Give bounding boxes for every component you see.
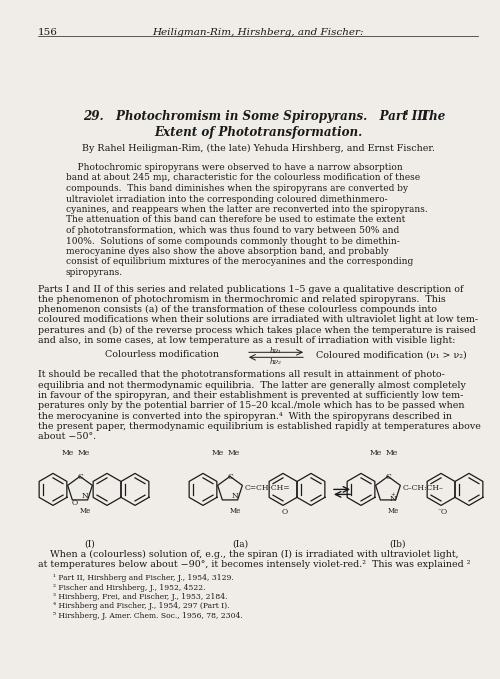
Text: Me: Me: [62, 449, 74, 458]
Text: The: The: [412, 110, 446, 123]
Text: equilibria and not thermodynamic equilibria.  The latter are generally almost co: equilibria and not thermodynamic equilib…: [38, 381, 466, 390]
Text: hν₂: hν₂: [270, 359, 282, 366]
Text: (Ia): (Ia): [232, 539, 248, 549]
Text: The attenuation of this band can therefore be used to estimate the extent: The attenuation of this band can therefo…: [66, 215, 406, 225]
Text: 1: 1: [403, 109, 408, 117]
Text: Me: Me: [370, 449, 382, 458]
Text: ² Fischer and Hirshberg, ​J., 1952, 4522.: ² Fischer and Hirshberg, ​J., 1952, 4522…: [53, 583, 206, 591]
Text: at temperatures below about −90°, it becomes intensely violet-red.²  This was ex: at temperatures below about −90°, it bec…: [38, 559, 470, 569]
Text: band at about 245 mμ, characteristic for the colourless modification of these: band at about 245 mμ, characteristic for…: [66, 174, 420, 183]
Text: merocyanine dyes also show the above absorption band, and probably: merocyanine dyes also show the above abs…: [66, 247, 389, 256]
Text: O: O: [72, 499, 78, 507]
Text: C–CH:CH–: C–CH:CH–: [403, 484, 444, 492]
Text: ¹ Part II, Hirshberg and Fischer, ​J., 1954, 3129.: ¹ Part II, Hirshberg and Fischer, ​J., 1…: [53, 574, 234, 582]
Text: C: C: [77, 473, 83, 481]
Text: ⁵ Hirshberg, ​J. Amer. Chem. Soc., 1956, 78, 2304.: ⁵ Hirshberg, ​J. Amer. Chem. Soc., 1956,…: [53, 612, 243, 620]
Text: Me: Me: [212, 449, 224, 458]
Text: about −50°.: about −50°.: [38, 432, 96, 441]
Text: hν₁: hν₁: [270, 347, 282, 355]
Text: and also, in some cases, at low temperature as a result of irradiation with visi: and also, in some cases, at low temperat…: [38, 336, 456, 345]
Text: Heiligman-Rim, Hirshberg, and Fischer:: Heiligman-Rim, Hirshberg, and Fischer:: [152, 28, 364, 37]
Text: C: C: [227, 473, 233, 481]
Text: Parts I and II of this series and related publications 1–5 gave a qualitative de: Parts I and II of this series and relate…: [38, 285, 464, 293]
Text: the merocyanine is converted into the spiropyran.⁴  With the spiropyrans describ: the merocyanine is converted into the sp…: [38, 411, 452, 420]
Text: ³ Hirshberg, Frei, and Fischer, ​J., 1953, 2184.: ³ Hirshberg, Frei, and Fischer, ​J., 195…: [53, 593, 228, 601]
Text: Extent of Phototransformation.: Extent of Phototransformation.: [154, 126, 362, 139]
Text: Me: Me: [230, 507, 240, 515]
Text: By Rahel Heiligman-Rim, (the late) Yehuda Hirshberg, and Ernst Fischer.: By Rahel Heiligman-Rim, (the late) Yehud…: [82, 144, 434, 153]
Text: It should be recalled that the phototransformations all result in attainment of : It should be recalled that the phototran…: [38, 370, 445, 380]
Text: coloured modifications when their solutions are irradiated with ultraviolet ligh: coloured modifications when their soluti…: [38, 316, 478, 325]
Text: 29.   Photochromism in Some Spiropyrans.   Part III.: 29. Photochromism in Some Spiropyrans. P…: [84, 110, 432, 123]
Text: N: N: [390, 496, 396, 503]
Text: C=CH·CH=: C=CH·CH=: [245, 484, 290, 492]
Text: Me: Me: [228, 449, 240, 458]
Text: N: N: [232, 492, 238, 500]
Text: (Ib): (Ib): [390, 539, 406, 549]
Text: Photochromic spiropyrans were observed to have a narrow absorption: Photochromic spiropyrans were observed t…: [66, 163, 403, 172]
Text: compounds.  This band diminishes when the spiropyrans are converted by: compounds. This band diminishes when the…: [66, 184, 408, 193]
Text: consist of equilibrium mixtures of the merocyanines and the corresponding: consist of equilibrium mixtures of the m…: [66, 257, 413, 266]
Text: peratures only by the potential barrier of 15–20 kcal./mole which has to be pass: peratures only by the potential barrier …: [38, 401, 465, 410]
Text: When a (colourless) solution of, ​e.g., the spiran (I) is irradiated with ultrav: When a (colourless) solution of, ​e.g., …: [38, 549, 459, 559]
Text: the phenomenon of photochromism in thermochromic and related spiropyrans.  This: the phenomenon of photochromism in therm…: [38, 295, 446, 304]
Text: spiropyrans.: spiropyrans.: [66, 268, 123, 277]
Text: ultraviolet irradiation into the corresponding coloured dimethinmero-: ultraviolet irradiation into the corresp…: [66, 194, 388, 204]
Text: 100%.  Solutions of some compounds commonly thought to be dimethin-: 100%. Solutions of some compounds common…: [66, 236, 400, 246]
Text: in favour of the spiropyran, and their establishment is prevented at sufficientl: in favour of the spiropyran, and their e…: [38, 391, 464, 400]
Text: 156: 156: [38, 28, 58, 37]
Text: +: +: [390, 492, 396, 498]
Text: phenomenon consists (a) of the transformation of these colourless compounds into: phenomenon consists (a) of the transform…: [38, 305, 437, 314]
Text: of phototransformation, which was thus found to vary between 50% and: of phototransformation, which was thus f…: [66, 226, 399, 235]
Text: peratures and (b) of the reverse process which takes place when the temperature : peratures and (b) of the reverse process…: [38, 326, 476, 335]
Text: cyanines, and reappears when the latter are reconverted into the spiropyrans.: cyanines, and reappears when the latter …: [66, 205, 428, 214]
Text: ⁴ Hirshberg and Fischer, ​J., 1954, 297 (Part I).: ⁴ Hirshberg and Fischer, ​J., 1954, 297 …: [53, 602, 230, 610]
Text: Me: Me: [386, 449, 398, 458]
Text: Me: Me: [388, 507, 398, 515]
Text: the present paper, thermodynamic equilibrium is established rapidly at temperatu: the present paper, thermodynamic equilib…: [38, 422, 481, 430]
Text: (I): (I): [84, 539, 96, 549]
Text: Me: Me: [78, 449, 90, 458]
Text: N: N: [82, 492, 88, 500]
Text: O: O: [282, 509, 288, 517]
Text: Me: Me: [80, 507, 90, 515]
Text: C: C: [385, 473, 391, 481]
Text: Colourless modification: Colourless modification: [105, 350, 219, 359]
Text: ⁻O: ⁻O: [438, 509, 448, 517]
Text: Coloured modification (ν₁ > ν₂): Coloured modification (ν₁ > ν₂): [316, 350, 467, 359]
